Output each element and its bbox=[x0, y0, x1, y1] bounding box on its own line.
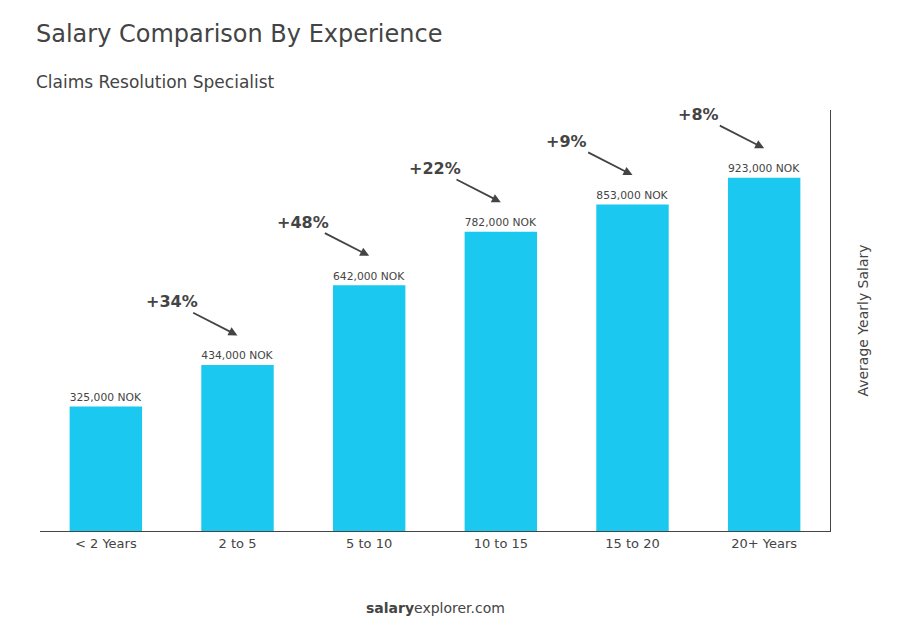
svg-text:salaryexplorer.com: salaryexplorer.com bbox=[366, 600, 505, 616]
svg-text:+8%: +8% bbox=[678, 105, 719, 124]
svg-text:782,000 NOK: 782,000 NOK bbox=[465, 216, 537, 229]
svg-text:923,000 NOK: 923,000 NOK bbox=[728, 162, 800, 175]
svg-text:434,000 NOK: 434,000 NOK bbox=[201, 349, 273, 362]
svg-text:20+ Years: 20+ Years bbox=[731, 536, 797, 551]
svg-text:10 to 15: 10 to 15 bbox=[474, 536, 528, 551]
svg-text:+22%: +22% bbox=[409, 159, 461, 178]
svg-text:+9%: +9% bbox=[546, 132, 587, 151]
svg-text:5 to 10: 5 to 10 bbox=[346, 536, 392, 551]
svg-text:Salary Comparison By Experienc: Salary Comparison By Experience bbox=[36, 20, 442, 48]
svg-text:15 to 20: 15 to 20 bbox=[605, 536, 659, 551]
svg-text:853,000 NOK: 853,000 NOK bbox=[596, 189, 668, 202]
svg-text:< 2 Years: < 2 Years bbox=[75, 536, 137, 551]
svg-text:+34%: +34% bbox=[146, 292, 198, 311]
svg-text:+48%: +48% bbox=[277, 213, 329, 232]
svg-text:325,000 NOK: 325,000 NOK bbox=[70, 391, 142, 404]
svg-text:Average Yearly Salary: Average Yearly Salary bbox=[855, 244, 871, 396]
svg-text:642,000 NOK: 642,000 NOK bbox=[333, 270, 405, 283]
svg-text:2 to 5: 2 to 5 bbox=[219, 536, 257, 551]
svg-text:Claims Resolution Specialist: Claims Resolution Specialist bbox=[36, 72, 275, 92]
